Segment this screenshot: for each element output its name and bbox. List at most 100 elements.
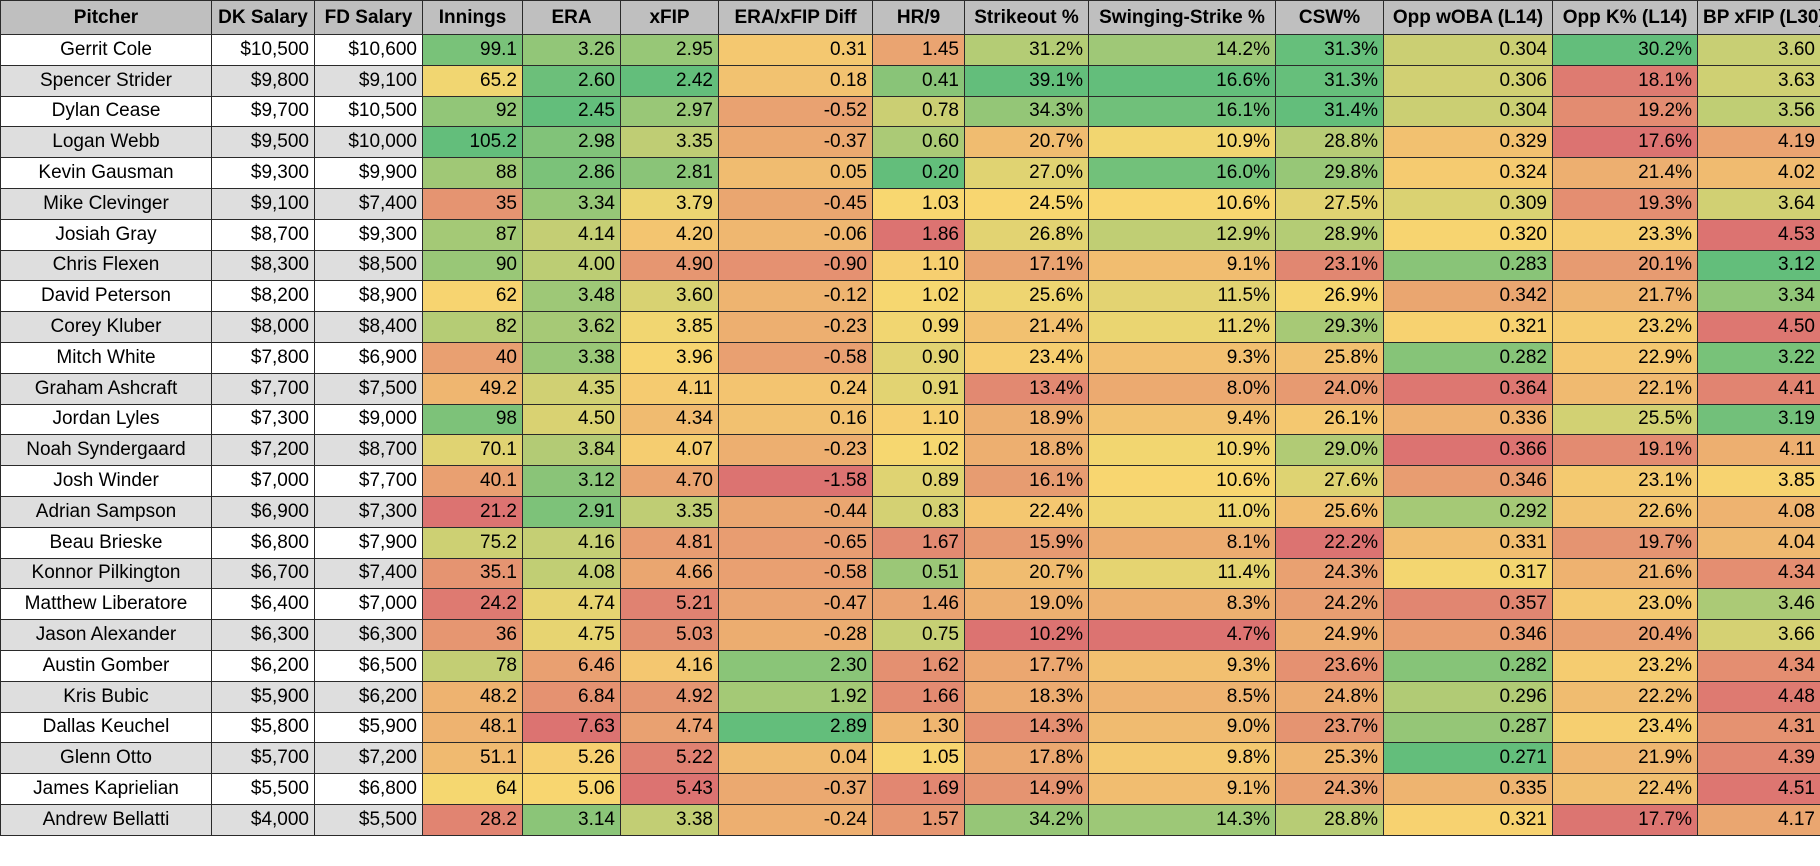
cell-pitcher[interactable]: Josiah Gray bbox=[0, 218, 212, 251]
cell-k[interactable]: 23.4% bbox=[964, 341, 1089, 374]
cell-ip[interactable]: 49.2 bbox=[422, 372, 523, 405]
cell-k[interactable]: 18.3% bbox=[964, 680, 1089, 713]
cell-woba[interactable]: 0.304 bbox=[1383, 95, 1553, 128]
cell-fd[interactable]: $7,900 bbox=[314, 526, 423, 559]
cell-csw[interactable]: 31.3% bbox=[1275, 64, 1384, 97]
cell-k[interactable]: 21.4% bbox=[964, 311, 1089, 343]
cell-fd[interactable]: $8,900 bbox=[314, 280, 423, 313]
cell-fd[interactable]: $6,500 bbox=[314, 649, 423, 682]
cell-dk[interactable]: $5,500 bbox=[211, 773, 315, 805]
cell-k[interactable]: 20.7% bbox=[964, 557, 1089, 590]
cell-hr9[interactable]: 1.69 bbox=[872, 773, 965, 805]
cell-woba[interactable]: 0.346 bbox=[1383, 465, 1553, 497]
cell-era[interactable]: 4.35 bbox=[522, 372, 621, 405]
cell-dk[interactable]: $9,300 bbox=[211, 157, 315, 189]
cell-pitcher[interactable]: Matthew Liberatore bbox=[0, 588, 212, 621]
cell-woba[interactable]: 0.366 bbox=[1383, 434, 1553, 467]
cell-csw[interactable]: 28.8% bbox=[1275, 126, 1384, 159]
cell-hr9[interactable]: 0.20 bbox=[872, 157, 965, 189]
cell-diff[interactable]: 1.92 bbox=[718, 680, 873, 713]
cell-xfip[interactable]: 4.07 bbox=[620, 434, 719, 467]
cell-ip[interactable]: 90 bbox=[422, 249, 523, 282]
cell-ip[interactable]: 48.2 bbox=[422, 680, 523, 713]
cell-ip[interactable]: 40.1 bbox=[422, 465, 523, 497]
cell-csw[interactable]: 24.0% bbox=[1275, 372, 1384, 405]
cell-fd[interactable]: $8,500 bbox=[314, 249, 423, 282]
cell-swstr[interactable]: 11.2% bbox=[1088, 311, 1276, 343]
cell-k[interactable]: 25.6% bbox=[964, 280, 1089, 313]
cell-ip[interactable]: 48.1 bbox=[422, 711, 523, 744]
cell-bp[interactable]: 3.12 bbox=[1697, 249, 1820, 282]
cell-bp[interactable]: 4.02 bbox=[1697, 157, 1820, 189]
cell-diff[interactable]: 0.04 bbox=[718, 742, 873, 775]
cell-dk[interactable]: $6,800 bbox=[211, 526, 315, 559]
cell-bp[interactable]: 3.56 bbox=[1697, 95, 1820, 128]
cell-pitcher[interactable]: Spencer Strider bbox=[0, 64, 212, 97]
cell-bp[interactable]: 3.85 bbox=[1697, 465, 1820, 497]
cell-era[interactable]: 3.48 bbox=[522, 280, 621, 313]
cell-pitcher[interactable]: Mike Clevinger bbox=[0, 187, 212, 220]
cell-k[interactable]: 27.0% bbox=[964, 157, 1089, 189]
cell-diff[interactable]: -0.44 bbox=[718, 495, 873, 528]
cell-woba[interactable]: 0.287 bbox=[1383, 711, 1553, 744]
table-row[interactable]: Konnor Pilkington $6,700 $7,400 35.1 4.08 4.6… bbox=[0, 557, 1820, 590]
cell-dk[interactable]: $8,700 bbox=[211, 218, 315, 251]
cell-ip[interactable]: 99.1 bbox=[422, 34, 523, 66]
cell-oppk[interactable]: 21.4% bbox=[1552, 157, 1698, 189]
cell-dk[interactable]: $5,800 bbox=[211, 711, 315, 744]
cell-swstr[interactable]: 11.0% bbox=[1088, 495, 1276, 528]
cell-diff[interactable]: -1.58 bbox=[718, 465, 873, 497]
cell-era[interactable]: 3.14 bbox=[522, 803, 621, 836]
cell-oppk[interactable]: 22.1% bbox=[1552, 372, 1698, 405]
cell-swstr[interactable]: 8.5% bbox=[1088, 680, 1276, 713]
table-row[interactable]: Dallas Keuchel $5,800 $5,900 48.1 7.63 4.74 2.… bbox=[0, 711, 1820, 744]
cell-oppk[interactable]: 25.5% bbox=[1552, 403, 1698, 436]
cell-fd[interactable]: $7,500 bbox=[314, 372, 423, 405]
cell-xfip[interactable]: 4.20 bbox=[620, 218, 719, 251]
cell-diff[interactable]: 2.30 bbox=[718, 649, 873, 682]
cell-hr9[interactable]: 0.90 bbox=[872, 341, 965, 374]
cell-xfip[interactable]: 4.34 bbox=[620, 403, 719, 436]
table-row[interactable]: Graham Ashcraft $7,700 $7,500 49.2 4.35 4.11 0… bbox=[0, 372, 1820, 405]
cell-hr9[interactable]: 0.75 bbox=[872, 619, 965, 651]
cell-csw[interactable]: 26.1% bbox=[1275, 403, 1384, 436]
cell-csw[interactable]: 23.1% bbox=[1275, 249, 1384, 282]
cell-csw[interactable]: 31.4% bbox=[1275, 95, 1384, 128]
cell-hr9[interactable]: 1.10 bbox=[872, 249, 965, 282]
cell-oppk[interactable]: 19.1% bbox=[1552, 434, 1698, 467]
cell-hr9[interactable]: 0.41 bbox=[872, 64, 965, 97]
cell-bp[interactable]: 4.17 bbox=[1697, 803, 1820, 836]
cell-k[interactable]: 39.1% bbox=[964, 64, 1089, 97]
cell-fd[interactable]: $9,000 bbox=[314, 403, 423, 436]
cell-fd[interactable]: $7,700 bbox=[314, 465, 423, 497]
cell-swstr[interactable]: 10.9% bbox=[1088, 126, 1276, 159]
cell-xfip[interactable]: 2.95 bbox=[620, 34, 719, 66]
table-row[interactable]: Adrian Sampson $6,900 $7,300 21.2 2.91 3.35 -0… bbox=[0, 495, 1820, 528]
cell-hr9[interactable]: 0.51 bbox=[872, 557, 965, 590]
cell-ip[interactable]: 78 bbox=[422, 649, 523, 682]
cell-hr9[interactable]: 1.66 bbox=[872, 680, 965, 713]
cell-oppk[interactable]: 20.1% bbox=[1552, 249, 1698, 282]
cell-fd[interactable]: $7,400 bbox=[314, 557, 423, 590]
cell-era[interactable]: 6.46 bbox=[522, 649, 621, 682]
column-header-xfip[interactable]: xFIP bbox=[620, 0, 719, 35]
cell-swstr[interactable]: 8.1% bbox=[1088, 526, 1276, 559]
cell-oppk[interactable]: 23.0% bbox=[1552, 588, 1698, 621]
cell-bp[interactable]: 4.19 bbox=[1697, 126, 1820, 159]
cell-bp[interactable]: 4.41 bbox=[1697, 372, 1820, 405]
column-header-woba[interactable]: Opp wOBA (L14) bbox=[1383, 0, 1553, 35]
cell-pitcher[interactable]: Graham Ashcraft bbox=[0, 372, 212, 405]
cell-bp[interactable]: 3.19 bbox=[1697, 403, 1820, 436]
cell-era[interactable]: 3.34 bbox=[522, 187, 621, 220]
cell-woba[interactable]: 0.342 bbox=[1383, 280, 1553, 313]
cell-oppk[interactable]: 23.2% bbox=[1552, 649, 1698, 682]
cell-ip[interactable]: 105.2 bbox=[422, 126, 523, 159]
table-row[interactable]: Kevin Gausman $9,300 $9,900 88 2.86 2.81 0.05 0… bbox=[0, 157, 1820, 189]
table-row[interactable]: David Peterson $8,200 $8,900 62 3.48 3.60 -0.1… bbox=[0, 280, 1820, 313]
cell-hr9[interactable]: 0.83 bbox=[872, 495, 965, 528]
table-row[interactable]: Mike Clevinger $9,100 $7,400 35 3.34 3.79 -0.4… bbox=[0, 187, 1820, 220]
cell-diff[interactable]: -0.65 bbox=[718, 526, 873, 559]
cell-xfip[interactable]: 4.81 bbox=[620, 526, 719, 559]
cell-ip[interactable]: 65.2 bbox=[422, 64, 523, 97]
cell-dk[interactable]: $6,400 bbox=[211, 588, 315, 621]
